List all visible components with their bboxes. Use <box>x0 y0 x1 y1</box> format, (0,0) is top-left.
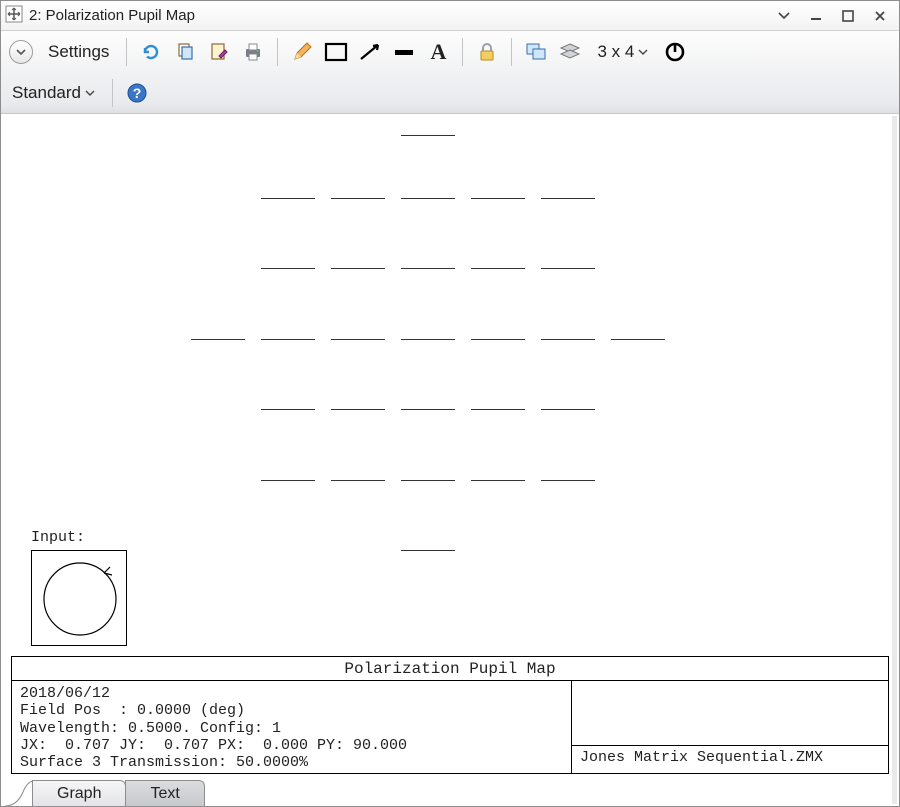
pencil-icon[interactable] <box>286 36 318 68</box>
window-icon <box>5 5 23 27</box>
power-icon[interactable] <box>659 36 691 68</box>
info-right-top <box>572 681 888 746</box>
window: 2: Polarization Pupil Map Settings <box>0 0 900 807</box>
info-panel: Polarization Pupil Map 2018/06/12 Field … <box>11 656 889 774</box>
layers-icon[interactable] <box>554 36 586 68</box>
standard-dropdown[interactable]: Standard <box>9 77 104 109</box>
text-icon-label: A <box>430 39 446 65</box>
grid-size-label: 3 x 4 <box>597 42 634 62</box>
polarization-dash <box>541 268 595 269</box>
tab-text[interactable]: Text <box>125 780 204 806</box>
separator <box>511 38 512 66</box>
window-title: 2: Polarization Pupil Map <box>29 7 765 24</box>
toolbar-row-2: Standard ? <box>1 73 899 113</box>
polarization-dash <box>471 268 525 269</box>
polarization-dash <box>401 198 455 199</box>
polarization-dash <box>541 480 595 481</box>
separator <box>126 38 127 66</box>
polarization-dash <box>261 198 315 199</box>
separator <box>277 38 278 66</box>
settings-toggle-icon[interactable] <box>9 40 33 64</box>
help-icon[interactable]: ? <box>121 77 153 109</box>
polarization-dash <box>541 409 595 410</box>
clipboard-edit-icon[interactable] <box>203 36 235 68</box>
separator <box>112 79 113 107</box>
tab-lead-curve <box>5 780 33 806</box>
polarization-dash <box>261 268 315 269</box>
polarization-dash <box>191 339 245 340</box>
text-icon[interactable]: A <box>422 36 454 68</box>
polarization-dash <box>401 339 455 340</box>
tab-graph-label: Graph <box>57 785 101 803</box>
polarization-dash <box>261 339 315 340</box>
info-body: 2018/06/12 Field Pos : 0.0000 (deg) Wave… <box>12 681 888 774</box>
content-area: Input: Polarization Pupil Map 2018/06/12… <box>1 114 899 806</box>
arrow-icon[interactable] <box>354 36 386 68</box>
lock-icon[interactable] <box>471 36 503 68</box>
polarization-dash <box>401 135 455 136</box>
polarization-dash <box>401 409 455 410</box>
pupil-map-plot <box>11 118 889 652</box>
polarization-dash <box>611 339 665 340</box>
print-icon[interactable] <box>237 36 269 68</box>
polarization-dash <box>471 339 525 340</box>
dropdown-button[interactable] <box>771 5 797 27</box>
settings-button[interactable]: Settings <box>39 36 118 68</box>
polarization-dash <box>471 480 525 481</box>
view-tabs: Graph Text <box>5 776 205 806</box>
polarization-dash <box>401 268 455 269</box>
copy-icon[interactable] <box>169 36 201 68</box>
separator <box>462 38 463 66</box>
polarization-dash <box>541 198 595 199</box>
polarization-dash <box>331 268 385 269</box>
windows-icon[interactable] <box>520 36 552 68</box>
standard-label: Standard <box>12 83 81 103</box>
polarization-dash <box>261 480 315 481</box>
toolbars: Settings <box>1 31 899 114</box>
grid-size-dropdown[interactable]: 3 x 4 <box>588 36 657 68</box>
tab-text-label: Text <box>150 785 179 803</box>
input-square <box>31 550 127 646</box>
polarization-dash <box>471 409 525 410</box>
info-title: Polarization Pupil Map <box>12 657 888 681</box>
input-preview: Input: <box>31 529 141 646</box>
toolbar-row-1: Settings <box>1 31 899 73</box>
info-filename: Jones Matrix Sequential.ZMX <box>572 746 888 774</box>
polarization-dash <box>331 409 385 410</box>
polarization-dash <box>331 339 385 340</box>
svg-text:?: ? <box>133 85 142 101</box>
polarization-dash <box>261 409 315 410</box>
scrollbar[interactable] <box>892 116 897 804</box>
info-right: Jones Matrix Sequential.ZMX <box>572 681 888 774</box>
tab-graph[interactable]: Graph <box>32 780 126 806</box>
polarization-dash <box>401 480 455 481</box>
input-label: Input: <box>31 529 141 546</box>
polarization-dash <box>331 480 385 481</box>
polarization-dash <box>401 550 455 551</box>
polarization-dash <box>541 339 595 340</box>
polarization-dash <box>331 198 385 199</box>
line-weight-icon[interactable] <box>388 36 420 68</box>
polarization-dash <box>471 198 525 199</box>
maximize-button[interactable] <box>835 5 861 27</box>
rectangle-icon[interactable] <box>320 36 352 68</box>
minimize-button[interactable] <box>803 5 829 27</box>
close-button[interactable] <box>867 5 893 27</box>
info-left: 2018/06/12 Field Pos : 0.0000 (deg) Wave… <box>12 681 572 774</box>
titlebar: 2: Polarization Pupil Map <box>1 1 899 31</box>
refresh-icon[interactable] <box>135 36 167 68</box>
